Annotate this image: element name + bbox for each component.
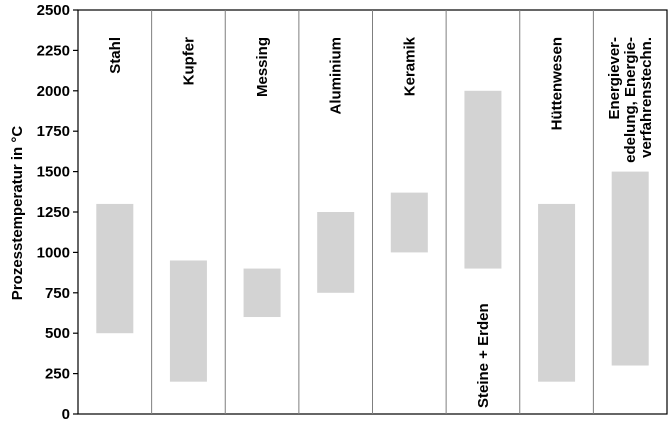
category-label-line: verfahrenstechn.	[638, 37, 655, 158]
y-tick-label: 2000	[37, 83, 70, 100]
category-label: Aluminium	[328, 37, 345, 115]
y-tick-label: 2500	[37, 2, 70, 19]
range-bar	[243, 268, 281, 318]
y-tick-label: 500	[45, 325, 70, 342]
y-tick-label: 250	[45, 366, 70, 383]
category-label-line: Kupfer	[180, 37, 197, 85]
y-axis-title: Prozesstemperatur in °C	[9, 126, 26, 301]
category-label-line: Messing	[254, 37, 271, 97]
category-label: Energiever-edelung, Energie-verfahrenste…	[606, 37, 655, 163]
range-bar	[538, 203, 576, 382]
y-tick-label: 1000	[37, 244, 70, 261]
category-label-line: Hüttenwesen	[549, 37, 566, 130]
category-label-line: Steine + Erden	[475, 303, 492, 408]
range-bar	[317, 212, 355, 293]
y-tick-label: 1250	[37, 204, 70, 221]
category-label-line: edelung, Energie-	[622, 37, 639, 163]
category-label: Keramik	[401, 36, 418, 96]
y-tick-label: 0	[62, 406, 70, 423]
category-label-line: Keramik	[401, 36, 418, 96]
range-bar	[611, 171, 649, 366]
category-label: Steine + Erden	[475, 303, 492, 408]
range-bar	[169, 260, 207, 382]
category-label-line: Energiever-	[606, 37, 623, 120]
range-bar	[390, 192, 428, 253]
category-label: Kupfer	[180, 37, 197, 85]
category-label: Stahl	[107, 37, 124, 74]
y-tick-label: 2250	[37, 42, 70, 59]
range-bar	[464, 90, 502, 269]
category-label: Messing	[254, 37, 271, 97]
y-tick-label: 750	[45, 285, 70, 302]
category-label-line: Stahl	[107, 37, 124, 74]
category-label-line: Aluminium	[328, 37, 345, 115]
category-label: Hüttenwesen	[549, 37, 566, 130]
range-bar	[96, 203, 134, 334]
y-tick-label: 1750	[37, 123, 70, 140]
y-tick-label: 1500	[37, 164, 70, 181]
